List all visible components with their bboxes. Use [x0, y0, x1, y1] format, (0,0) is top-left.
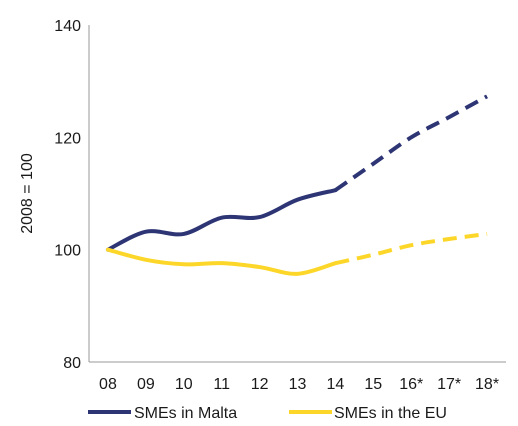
x-tick-label: 17* [437, 376, 461, 393]
x-tick-label: 11 [213, 376, 230, 393]
x-tick-label: 08 [99, 376, 117, 393]
y-tick-labels: 80 100 120 140 [54, 18, 81, 372]
series-line-malta-actual [105, 188, 338, 252]
legend: SMEs in Malta SMEs in the EU [88, 405, 447, 422]
y-tick-label: 100 [54, 243, 81, 260]
x-tick-label: 09 [137, 376, 155, 393]
y-axis-title: 2008 = 100 [19, 153, 36, 234]
series-line-eu-projection [334, 231, 488, 266]
x-tick-label: 16* [399, 376, 423, 393]
series-lines [105, 94, 489, 276]
y-tick-label: 80 [63, 355, 81, 372]
y-axis: 80 100 120 140 2008 = 100 [19, 18, 90, 372]
legend-label-malta: SMEs in Malta [134, 405, 237, 422]
x-tick-label: 15 [364, 376, 382, 393]
x-tick-label: 14 [327, 376, 345, 393]
x-axis: 08 09 10 11 12 13 14 15 16* 17* 18* [89, 361, 506, 393]
y-tick-label: 140 [54, 18, 81, 35]
series-line-malta-projection [334, 94, 489, 192]
x-tick-label: 12 [251, 376, 269, 393]
y-tick-label: 120 [54, 130, 81, 147]
x-tick-label: 10 [175, 376, 193, 393]
x-tick-label: 13 [289, 376, 307, 393]
x-tick-label: 18* [475, 376, 499, 393]
series-line-eu-actual [105, 247, 338, 276]
x-tick-labels: 08 09 10 11 12 13 14 15 16* 17* 18* [99, 376, 499, 393]
legend-label-eu: SMEs in the EU [334, 405, 447, 422]
